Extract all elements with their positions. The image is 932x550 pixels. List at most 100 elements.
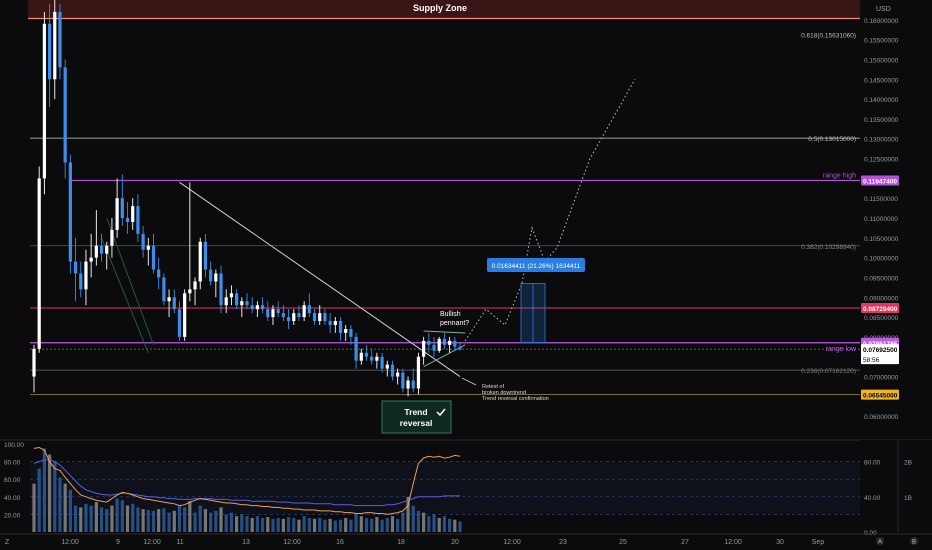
candle (32, 344, 36, 393)
measure-callout-text: 0.01634411 (21.26%) 1634411 (492, 263, 581, 270)
candle-body (307, 305, 311, 314)
zoom-tool-icon: Z (5, 539, 10, 546)
time-tick: 18 (397, 539, 405, 546)
time-tick: 11 (176, 539, 183, 546)
volume-bar (240, 514, 244, 532)
candle-body (240, 301, 244, 306)
volume-bar (99, 507, 104, 532)
volume-bar (167, 512, 171, 532)
volume-bar (422, 512, 426, 532)
candle (146, 237, 150, 266)
candle-body (359, 352, 363, 361)
volume-bar (411, 505, 415, 532)
candle-body (105, 245, 109, 254)
candle (172, 289, 176, 314)
candle-body (141, 233, 145, 250)
volume-bar (370, 518, 374, 532)
volume-bar (250, 517, 254, 532)
price-axis[interactable]: USD0.060000000.065000000.070000000.07500… (860, 0, 932, 436)
candle (442, 332, 447, 349)
rsi-band (30, 461, 860, 515)
price-tick: 0.10000000 (864, 256, 899, 263)
candle (193, 277, 197, 306)
candle-body (73, 261, 78, 274)
candle (359, 348, 363, 365)
price-tick: 0.11500000 (864, 196, 898, 203)
candle (349, 325, 353, 345)
check-icon (436, 408, 446, 417)
candle-body (437, 338, 441, 351)
candle-body (292, 313, 296, 322)
candle (364, 344, 369, 361)
volume-bar (328, 518, 332, 532)
volume-axis-tick: 2B (904, 460, 912, 467)
price-tick: 0.12500000 (864, 157, 899, 164)
volume-bar (349, 519, 353, 532)
volume-bar (297, 519, 301, 532)
candle-body (63, 67, 67, 163)
volume-bar (286, 517, 291, 532)
pennant-bottom (423, 344, 466, 368)
candle (234, 289, 239, 310)
annotations: 0.01634411 (21.26%) 1634411 Bullish pennan… (381, 258, 585, 434)
volume-bar (105, 509, 109, 532)
candle-body (370, 356, 374, 361)
candle (281, 305, 285, 322)
volume-bar (68, 489, 72, 532)
candle (427, 332, 431, 353)
candle (162, 273, 166, 306)
price-tick: 0.09000000 (864, 295, 899, 302)
candle (312, 309, 317, 326)
candle (338, 317, 343, 341)
candle (266, 301, 270, 322)
projection-path (464, 79, 636, 342)
bullish-label-2: pennant? (440, 320, 469, 327)
volume-bar (390, 516, 395, 532)
candle (432, 336, 436, 357)
candle-body (229, 293, 234, 298)
candle (177, 301, 182, 341)
volume-bar (354, 514, 358, 532)
candle-body (323, 313, 327, 322)
candle-body (318, 313, 322, 322)
candle-body (344, 328, 348, 333)
candle (240, 297, 244, 318)
volume-bar (188, 501, 192, 532)
candle (323, 309, 327, 326)
candle (141, 225, 145, 258)
retest-label-1: Retest of (482, 384, 504, 390)
price-tick: 0.15500000 (864, 38, 899, 45)
candle (84, 249, 88, 306)
candle (411, 368, 415, 393)
candle-body (94, 245, 98, 258)
time-tick: 23 (559, 539, 567, 546)
range-high-tag-bg (861, 175, 899, 186)
volume-bar (209, 512, 213, 532)
volume-bar (120, 500, 124, 532)
time-axis[interactable]: 12:00 9 12:00 11 13 12:00 16 18 20 12:00 23 25 27 12:… (0, 533, 932, 546)
retest-label-2: broken downtrend (482, 390, 526, 396)
candle (390, 360, 395, 381)
trend-reversal-frame (381, 400, 452, 434)
candle (125, 202, 130, 234)
candle (401, 368, 405, 393)
candle-body (89, 257, 93, 262)
candle (406, 376, 410, 397)
volume-bar (344, 517, 348, 532)
volume-bar (333, 520, 337, 532)
volume-bar (110, 505, 114, 532)
time-tick: Sep (812, 539, 825, 546)
candle (209, 261, 213, 286)
candle-body (209, 269, 213, 282)
volume-bar (53, 461, 57, 532)
volume-bar (307, 517, 311, 532)
time-tick: 12:00 (283, 539, 301, 546)
volume-bar (375, 517, 379, 532)
volume-bar (453, 519, 457, 532)
candle (157, 257, 161, 290)
candle (416, 352, 421, 395)
candle (37, 166, 41, 353)
volume-bar (58, 477, 62, 532)
